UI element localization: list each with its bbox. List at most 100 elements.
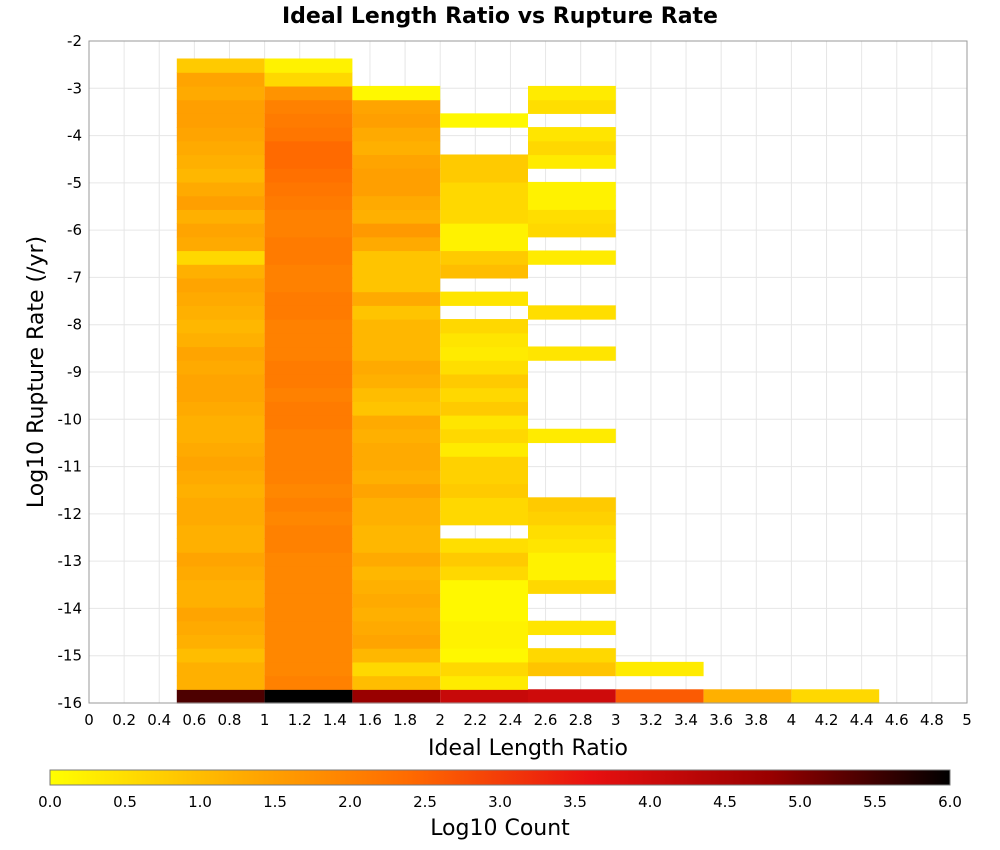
heatmap-cell: [264, 648, 353, 663]
x-tick-label: 2.6: [534, 711, 558, 729]
heatmap-cell: [528, 689, 616, 704]
heatmap-cell: [352, 140, 441, 156]
x-tick-label: 4.8: [920, 711, 944, 729]
heatmap-cell: [440, 497, 528, 512]
heatmap-cell: [440, 565, 528, 581]
heatmap-cell: [528, 223, 616, 238]
heatmap-cell: [176, 579, 265, 594]
heatmap-cell: [528, 497, 616, 512]
heatmap-cell: [176, 689, 265, 704]
colorbar-tick-label: 0.5: [113, 793, 137, 811]
heatmap-cell: [352, 346, 441, 361]
heatmap-cell: [352, 401, 441, 416]
heatmap-cell: [264, 497, 353, 512]
x-tick-label: 1: [260, 711, 270, 729]
heatmap-cell: [440, 154, 528, 169]
heatmap-cell: [264, 99, 353, 114]
y-tick-label: -13: [58, 552, 83, 570]
heatmap-cell: [352, 648, 441, 663]
heatmap-cell: [352, 127, 441, 142]
x-tick-label: 2.4: [499, 711, 523, 729]
heatmap-cell: [440, 168, 528, 183]
heatmap-cell: [264, 113, 353, 128]
heatmap-cell: [352, 277, 441, 293]
colorbar-tick-label: 3.5: [563, 793, 587, 811]
heatmap-cell: [176, 661, 265, 677]
heatmap-cell: [264, 483, 353, 498]
heatmap-cell: [440, 346, 528, 361]
heatmap-cell: [264, 593, 353, 608]
heatmap-cell: [528, 524, 616, 540]
y-tick-label: -5: [67, 174, 82, 192]
heatmap-cell: [352, 442, 441, 457]
heatmap-cell: [440, 387, 528, 402]
heatmap-cell: [528, 552, 616, 567]
heatmap-cell: [264, 689, 353, 704]
heatmap-cell: [264, 387, 353, 402]
heatmap-cell: [440, 415, 528, 430]
colorbar-tick-label: 1.0: [188, 793, 212, 811]
heatmap-cell: [264, 264, 353, 279]
heatmap-cell: [352, 360, 441, 375]
colorbar-tick-label: 2.5: [413, 793, 437, 811]
y-tick-label: -4: [67, 127, 82, 145]
heatmap-cell: [528, 99, 616, 114]
heatmap-cell: [264, 538, 353, 553]
heatmap-cell: [176, 85, 265, 101]
heatmap-cell: [528, 181, 616, 197]
heatmap-cell: [528, 195, 616, 210]
heatmap-cell: [440, 319, 528, 334]
heatmap-cell: [176, 469, 265, 485]
y-tick-label: -11: [58, 458, 83, 476]
heatmap-cell: [264, 579, 353, 594]
heatmap-cell: [176, 181, 265, 197]
heatmap-cell: [440, 456, 528, 471]
heatmap-cell: [352, 524, 441, 540]
heatmap-cell: [440, 634, 528, 649]
heatmap-cell: [264, 524, 353, 540]
x-tick-labels: 0 0.2 0.4 0.6 0.8 1 1.2 1.4 1.6 1.8 2 2.2 2.4 2.6 2.8 3…: [84, 711, 972, 729]
heatmap-cell: [176, 305, 265, 320]
heatmap-cell: [176, 277, 265, 293]
heatmap-cell: [352, 291, 441, 306]
x-tick-label: 2.2: [463, 711, 487, 729]
heatmap-cell: [176, 442, 265, 457]
heatmap-cell: [176, 319, 265, 334]
x-tick-label: 0.6: [182, 711, 206, 729]
heatmap-cell: [352, 209, 441, 224]
heatmap-cell: [264, 72, 353, 87]
heatmap-cell: [352, 195, 441, 210]
heatmap-cell: [440, 209, 528, 224]
heatmap-cell: [352, 250, 441, 265]
colorbar-tick-labels: 0.0 0.5 1.0 1.5 2.0 2.5 3.0 3.5 4.0 4.5 5.0 5.5 6.0: [38, 793, 962, 811]
y-axis-title: Log10 Rupture Rate (/yr): [24, 236, 49, 508]
heatmap-cell: [440, 264, 528, 279]
heatmap-cell: [440, 195, 528, 210]
heatmap-cell: [264, 401, 353, 416]
heatmap-cell: [352, 689, 441, 704]
heatmap-cell: [440, 223, 528, 238]
heatmap-cell: [352, 483, 441, 498]
heatmap-cell: [440, 593, 528, 608]
heatmap-cell: [352, 264, 441, 279]
heatmap-cell: [352, 168, 441, 183]
heatmap-cell: [176, 168, 265, 183]
heatmap-cell: [352, 593, 441, 608]
heatmap-cell: [176, 250, 265, 265]
heatmap-cell: [352, 552, 441, 567]
heatmap-cell: [352, 154, 441, 169]
heatmap-cell: [176, 415, 265, 430]
heatmap-cell: [176, 154, 265, 169]
heatmap-cell: [440, 428, 528, 444]
x-tick-label: 0.4: [147, 711, 171, 729]
heatmap-cell: [264, 346, 353, 361]
heatmap-cell: [615, 661, 704, 677]
x-tick-label: 3.4: [674, 711, 698, 729]
heatmap-cell: [264, 360, 353, 375]
heatmap-cell: [264, 332, 353, 348]
heatmap-cell: [440, 250, 528, 265]
heatmap-cell: [264, 620, 353, 636]
y-tick-label: -12: [58, 505, 83, 523]
heatmap-cell: [528, 305, 616, 320]
heatmap-cell: [352, 373, 441, 389]
